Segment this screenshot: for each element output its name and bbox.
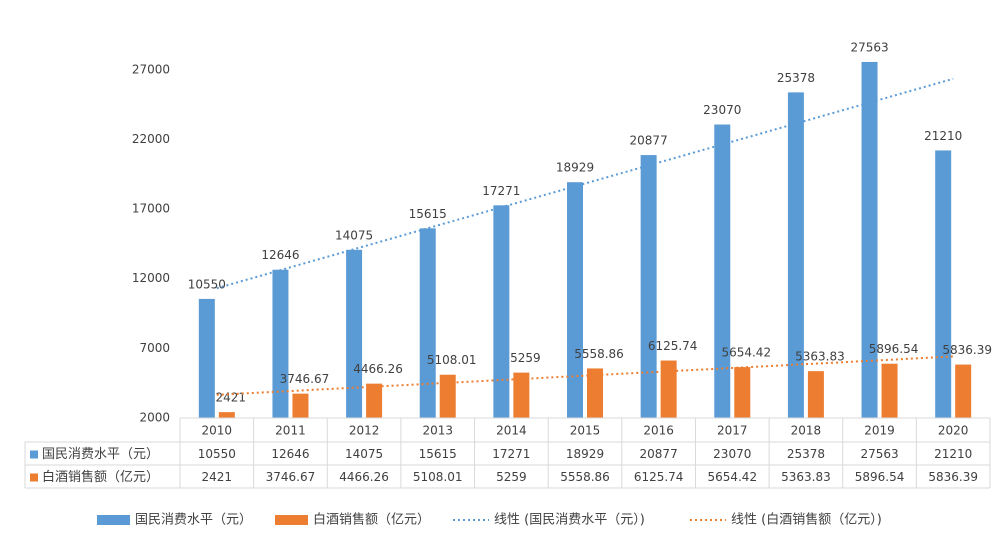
value-label: 5654.42 bbox=[721, 346, 771, 360]
value-label: 5896.54 bbox=[869, 342, 919, 356]
x-tick-label: 2018 bbox=[791, 424, 822, 438]
table-row-label: 白酒销售额（亿元） bbox=[42, 469, 159, 485]
bar bbox=[660, 360, 677, 418]
bar bbox=[861, 61, 878, 418]
bar bbox=[714, 124, 731, 419]
bar bbox=[807, 371, 824, 418]
table-cell: 5259 bbox=[496, 470, 527, 484]
value-label: 20877 bbox=[630, 134, 668, 148]
bar bbox=[935, 150, 952, 419]
table-cell: 23070 bbox=[713, 447, 751, 461]
table-cell: 25378 bbox=[787, 447, 825, 461]
x-tick-label: 2015 bbox=[570, 424, 601, 438]
y-tick-label: 17000 bbox=[132, 202, 170, 216]
legend-label: 线性 (国民消费水平（元）) bbox=[494, 513, 645, 528]
legend-label: 白酒销售额（亿元） bbox=[313, 512, 430, 528]
table-key bbox=[30, 473, 38, 482]
bar bbox=[218, 412, 235, 418]
bar bbox=[292, 393, 309, 418]
table-cell: 3746.67 bbox=[266, 470, 316, 484]
table-key bbox=[30, 450, 38, 459]
value-label: 18929 bbox=[556, 161, 594, 175]
x-tick-label: 2011 bbox=[275, 424, 306, 438]
table-cell: 20877 bbox=[640, 447, 678, 461]
y-tick-label: 22000 bbox=[132, 132, 170, 146]
table-cell: 27563 bbox=[860, 447, 898, 461]
legend-key bbox=[275, 515, 308, 525]
x-tick-label: 2016 bbox=[643, 424, 674, 438]
bar bbox=[567, 182, 583, 418]
value-label: 5108.01 bbox=[427, 353, 477, 367]
bar bbox=[881, 363, 898, 418]
table-cell: 5896.54 bbox=[855, 470, 905, 484]
value-label: 5259 bbox=[510, 351, 541, 365]
table-cell: 17271 bbox=[492, 447, 530, 461]
table-cell: 5558.86 bbox=[560, 470, 610, 484]
value-label: 23070 bbox=[703, 103, 741, 117]
table-cell: 10550 bbox=[198, 447, 236, 461]
value-label: 10550 bbox=[188, 277, 226, 291]
value-label: 5558.86 bbox=[574, 347, 624, 361]
value-label: 6125.74 bbox=[648, 339, 698, 353]
bar bbox=[346, 249, 363, 418]
table-cell: 12646 bbox=[271, 447, 309, 461]
value-label: 21210 bbox=[924, 129, 962, 143]
bar bbox=[734, 367, 751, 418]
table-cell: 5654.42 bbox=[707, 470, 757, 484]
bar bbox=[366, 383, 383, 418]
bar bbox=[513, 372, 530, 418]
value-label: 5363.83 bbox=[795, 350, 845, 364]
legend-label: 国民消费水平（元） bbox=[135, 513, 252, 528]
table-row-label: 国民消费水平（元） bbox=[42, 447, 159, 462]
x-tick-label: 2014 bbox=[496, 424, 527, 438]
table-cell: 18929 bbox=[566, 447, 604, 461]
x-tick-label: 2019 bbox=[864, 424, 895, 438]
value-label: 2421 bbox=[216, 391, 247, 405]
table-cell: 2421 bbox=[202, 470, 233, 484]
value-label: 17271 bbox=[482, 184, 520, 198]
value-label: 25378 bbox=[777, 71, 815, 85]
legend-label: 线性 (白酒销售额（亿元）) bbox=[731, 512, 882, 528]
bar bbox=[439, 374, 456, 418]
value-label: 5836.39 bbox=[942, 343, 992, 357]
x-tick-label: 2017 bbox=[717, 424, 748, 438]
table-cell: 5363.83 bbox=[781, 470, 831, 484]
bar bbox=[272, 269, 289, 418]
table-cell: 5108.01 bbox=[413, 470, 463, 484]
y-tick-label: 2000 bbox=[139, 411, 170, 425]
value-label: 15615 bbox=[409, 207, 447, 221]
bar bbox=[640, 155, 657, 418]
y-tick-label: 12000 bbox=[132, 271, 170, 285]
x-tick-label: 2013 bbox=[422, 424, 453, 438]
value-label: 3746.67 bbox=[280, 372, 330, 386]
legend-key bbox=[97, 515, 130, 525]
table-cell: 14075 bbox=[345, 447, 383, 461]
y-tick-label: 7000 bbox=[139, 341, 170, 355]
table-cell: 15615 bbox=[419, 447, 457, 461]
value-label: 14075 bbox=[335, 228, 373, 242]
bar bbox=[787, 92, 804, 418]
bar bbox=[493, 205, 510, 418]
bar bbox=[587, 368, 603, 418]
trend-line bbox=[216, 77, 954, 290]
bar bbox=[198, 298, 215, 418]
bar bbox=[419, 228, 436, 418]
table-cell: 6125.74 bbox=[634, 470, 684, 484]
table-cell: 4466.26 bbox=[339, 470, 389, 484]
value-label: 12646 bbox=[261, 248, 299, 262]
bar bbox=[955, 364, 972, 418]
y-tick-label: 27000 bbox=[132, 62, 170, 76]
table-cell: 21210 bbox=[934, 447, 972, 461]
table-cell: 5836.39 bbox=[928, 470, 978, 484]
value-label: 27563 bbox=[850, 40, 888, 54]
value-label: 4466.26 bbox=[353, 362, 403, 376]
x-tick-label: 2012 bbox=[349, 424, 380, 438]
x-tick-label: 2020 bbox=[938, 424, 969, 438]
x-tick-label: 2010 bbox=[202, 424, 233, 438]
